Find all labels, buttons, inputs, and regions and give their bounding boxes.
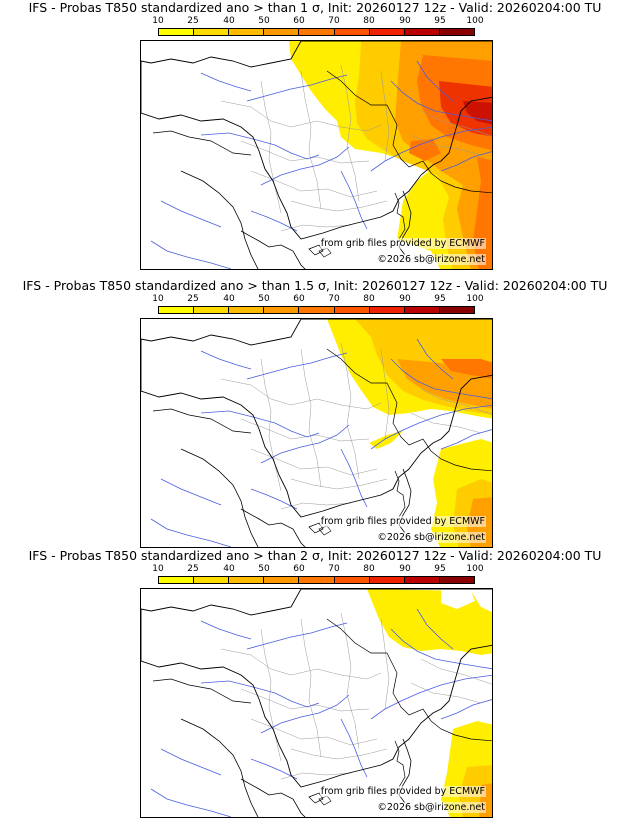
colorbar-tick: 40 — [223, 16, 235, 26]
colorbar-tick: 90 — [399, 294, 411, 304]
colorbar-tick: 95 — [434, 294, 446, 304]
colorbar-swatch — [159, 577, 195, 583]
colorbar-tick: 70 — [328, 564, 340, 574]
credit-copyright: ©2026 sb@irizone.net — [376, 532, 486, 543]
colorbar-swatch — [194, 307, 230, 313]
colorbar-tick: 70 — [328, 16, 340, 26]
colorbar-tick: 95 — [434, 16, 446, 26]
colorbar-swatch — [369, 29, 405, 35]
probability-map: from grib files provided by ECMWF ©2026 … — [140, 40, 493, 270]
colorbar — [158, 306, 475, 314]
colorbar-swatch — [194, 577, 230, 583]
colorbar-tick: 40 — [223, 294, 235, 304]
colorbar-swatch — [334, 307, 370, 313]
colorbar-tick: 10 — [152, 294, 164, 304]
colorbar-swatch — [264, 577, 300, 583]
colorbar-swatch — [439, 29, 474, 35]
colorbar-swatch — [264, 307, 300, 313]
colorbar-tick: 70 — [328, 294, 340, 304]
colorbar-tick: 10 — [152, 564, 164, 574]
colorbar-swatch — [159, 307, 195, 313]
colorbar-tick: 80 — [363, 564, 375, 574]
map-panel-3: IFS - Probas T850 standardized ano > tha… — [0, 548, 630, 818]
credit-copyright: ©2026 sb@irizone.net — [376, 254, 486, 265]
colorbar-swatch — [264, 29, 300, 35]
colorbar — [158, 576, 475, 584]
probability-field — [327, 319, 492, 547]
colorbar-swatch — [299, 29, 335, 35]
colorbar-ticks: 10 25 40 50 60 70 80 90 95 100 — [152, 16, 483, 27]
colorbar-tick: 25 — [187, 16, 199, 26]
colorbar-tick: 95 — [434, 564, 446, 574]
credit-source: from grib files provided by ECMWF — [319, 786, 486, 797]
map-panel-2: IFS - Probas T850 standardized ano > tha… — [0, 278, 630, 548]
colorbar — [158, 28, 475, 36]
colorbar-tick: 50 — [258, 294, 270, 304]
colorbar-tick: 90 — [399, 564, 411, 574]
colorbar-swatch — [439, 577, 474, 583]
colorbar-swatch — [334, 29, 370, 35]
colorbar-tick: 60 — [293, 564, 305, 574]
colorbar-tick: 90 — [399, 16, 411, 26]
colorbar-swatch — [194, 29, 230, 35]
colorbar-swatch — [369, 577, 405, 583]
colorbar-ticks: 10 25 40 50 60 70 80 90 95 100 — [152, 294, 483, 305]
colorbar-swatch — [404, 29, 440, 35]
credit-copyright: ©2026 sb@irizone.net — [376, 802, 486, 813]
colorbar-tick: 60 — [293, 294, 305, 304]
panel-title: IFS - Probas T850 standardized ano > tha… — [28, 0, 602, 15]
colorbar-tick: 25 — [187, 564, 199, 574]
panel-title: IFS - Probas T850 standardized ano > tha… — [22, 278, 608, 293]
colorbar-tick: 100 — [466, 294, 484, 304]
probability-field — [289, 41, 492, 269]
colorbar-tick: 80 — [363, 294, 375, 304]
credit-source: from grib files provided by ECMWF — [319, 238, 486, 249]
colorbar-swatch — [404, 577, 440, 583]
colorbar-swatch — [229, 307, 265, 313]
colorbar-tick: 25 — [187, 294, 199, 304]
colorbar-swatch — [299, 307, 335, 313]
map-panel-1: IFS - Probas T850 standardized ano > tha… — [0, 0, 630, 270]
credit-source: from grib files provided by ECMWF — [319, 516, 486, 527]
colorbar-ticks: 10 25 40 50 60 70 80 90 95 100 — [152, 564, 483, 575]
colorbar-tick: 60 — [293, 16, 305, 26]
colorbar-swatch — [159, 29, 195, 35]
colorbar-swatch — [334, 577, 370, 583]
colorbar-tick: 40 — [223, 564, 235, 574]
probability-map: from grib files provided by ECMWF ©2026 … — [140, 588, 493, 818]
colorbar-tick: 100 — [466, 564, 484, 574]
panel-title: IFS - Probas T850 standardized ano > tha… — [28, 548, 602, 563]
colorbar-tick: 100 — [466, 16, 484, 26]
colorbar-tick: 10 — [152, 16, 164, 26]
colorbar-swatch — [439, 307, 474, 313]
probability-map: from grib files provided by ECMWF ©2026 … — [140, 318, 493, 548]
colorbar-swatch — [404, 307, 440, 313]
colorbar-tick: 80 — [363, 16, 375, 26]
colorbar-tick: 50 — [258, 564, 270, 574]
colorbar-swatch — [229, 577, 265, 583]
colorbar-swatch — [229, 29, 265, 35]
colorbar-swatch — [369, 307, 405, 313]
colorbar-tick: 50 — [258, 16, 270, 26]
colorbar-swatch — [299, 577, 335, 583]
